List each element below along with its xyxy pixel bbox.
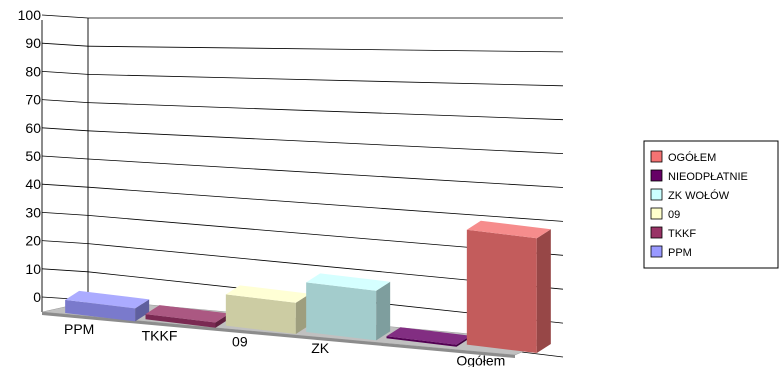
- y-tick-30: 30: [25, 204, 41, 220]
- gridline-70: [87, 102, 564, 121]
- bar-front-Ogółem: [466, 229, 537, 354]
- category-labels: PPM TKKF 09 ZK Ogółem: [64, 321, 505, 367]
- axes: [41, 18, 89, 312]
- bar-front-ZK: [306, 282, 377, 341]
- gridline-side-100: [41, 14, 89, 19]
- bar-top-NIEODPŁATNIE: [386, 327, 471, 345]
- bar-top-Ogółem: [466, 220, 551, 239]
- gridline-80: [87, 74, 564, 87]
- bars: [65, 220, 551, 354]
- gridline-side-80: [41, 71, 89, 75]
- gridline-40: [87, 186, 564, 222]
- legend-label-3: 09: [668, 209, 680, 221]
- y-tick-50: 50: [25, 148, 41, 164]
- legend-swatch-5: [650, 245, 663, 258]
- category-label-ZK: ZK: [311, 340, 330, 356]
- bar-side-ZK: [376, 281, 391, 341]
- y-tick-0: 0: [33, 289, 41, 305]
- legend-label-1: NIEODPŁATNIE: [668, 171, 748, 183]
- legend-label-2: ZK WOŁÓW: [668, 189, 730, 202]
- legend-box: [643, 140, 779, 269]
- bar-front-NIEODPŁATNIE: [386, 336, 457, 347]
- bar-Ogółem: [466, 220, 551, 354]
- category-label-PPM: PPM: [64, 321, 94, 337]
- bar-side-Ogółem: [536, 229, 551, 354]
- gridline-90: [87, 45, 564, 53]
- y-tick-40: 40: [25, 176, 41, 192]
- y-tick-70: 70: [25, 92, 41, 108]
- y-tick-100: 100: [18, 7, 42, 23]
- y-tick-labels: 0 10 20 30 40 50 60 70 80 90 100: [18, 7, 42, 305]
- bar-front-TKKF: [145, 314, 216, 328]
- bar-ZK: [306, 273, 391, 341]
- category-label-TKKF: TKKF: [142, 327, 178, 343]
- grid-lines: [41, 14, 564, 358]
- y-tick-80: 80: [25, 63, 41, 79]
- bar-side-PPM: [135, 299, 150, 322]
- gridline-side-70: [41, 99, 89, 103]
- y-tick-90: 90: [25, 35, 41, 51]
- legend-swatch-3: [650, 207, 663, 220]
- legend: OGÓŁEM NIEODPŁATNIE ZK WOŁÓW 09 TKKF PPM: [643, 140, 779, 269]
- bar-top-TKKF: [145, 305, 230, 323]
- legend-swatch-1: [650, 169, 663, 182]
- gridline-side-90: [41, 42, 89, 47]
- gridline-side-50: [41, 155, 89, 160]
- gridline-side-10: [41, 268, 89, 273]
- legend-label-5: PPM: [668, 247, 692, 259]
- legend-swatch-2: [650, 188, 663, 201]
- bar-top-09: [225, 285, 310, 303]
- legend-swatch-0: [650, 150, 663, 163]
- gridline-side-60: [41, 127, 89, 132]
- gridline-side-40: [41, 183, 89, 188]
- y-tick-60: 60: [25, 120, 41, 136]
- gridline-side-20: [41, 240, 89, 244]
- category-label-09: 09: [232, 334, 248, 350]
- gridline-60: [87, 130, 564, 154]
- legend-label-0: OGÓŁEM: [668, 151, 716, 164]
- bar-front-PPM: [65, 299, 136, 322]
- category-label-Ogółem: Ogółem: [456, 353, 505, 367]
- bar-09: [225, 285, 310, 335]
- legend-swatch-4: [650, 226, 663, 239]
- gridline-side-30: [41, 212, 89, 216]
- bar-front-09: [225, 294, 296, 335]
- legend-label-4: TKKF: [668, 228, 696, 240]
- floor-front: [42, 312, 515, 358]
- y-tick-20: 20: [25, 233, 41, 249]
- y-tick-10: 10: [25, 261, 41, 277]
- bar-top-PPM: [65, 290, 150, 309]
- bar-top-ZK: [306, 273, 391, 291]
- gridline-50: [87, 158, 564, 188]
- bar-PPM: [65, 290, 150, 322]
